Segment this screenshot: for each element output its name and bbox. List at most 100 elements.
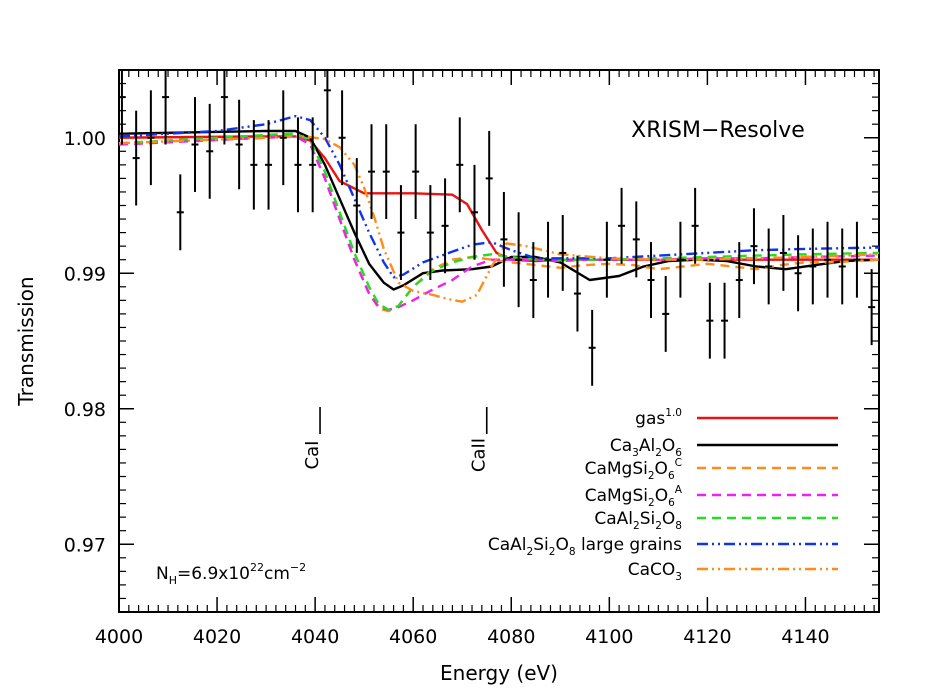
data-point [426,185,434,281]
data-point [721,282,729,359]
data-point [220,70,228,145]
data-point [265,120,273,210]
data-point [573,255,581,332]
data-point [676,221,684,298]
data-point [735,242,743,318]
data-point [441,178,449,274]
edge-marker-label: CaII [469,438,490,472]
data-point [691,187,699,264]
data-point [412,124,420,220]
data-point [647,242,655,318]
axis-ticks [118,69,879,613]
x-tick-label: 4000 [95,626,143,648]
series-line-3 [119,135,879,313]
data-point [397,185,405,281]
data-point [765,228,773,305]
legend-item: CaAl2​Si2​O8​ large grains [488,535,838,558]
series-line-2 [119,129,879,291]
x-tick-label: 4080 [487,626,535,648]
data-point [191,97,199,192]
data-point [294,117,302,213]
x-tick-label: 4100 [585,626,633,648]
series-line-5 [119,132,879,311]
legend-item: gas1.0​ [635,407,838,429]
y-tick-label: 0.99 [64,263,106,285]
data-point [824,221,832,298]
x-axis-label: Energy (eV) [440,661,558,685]
data-point [529,242,537,318]
legend-label: CaAl2​Si2​O8​ [594,509,682,532]
data-point [853,221,861,298]
data-point [147,90,155,186]
data-point [382,124,390,220]
data-point [544,221,552,298]
legend-label: CaAl2​Si2​O8​ large grains [488,535,682,558]
data-point [662,275,670,352]
x-tick-labels: 4000 4020 4040 4060 4080 4100 4120 4140 [95,626,830,648]
data-point [838,228,846,305]
legend-item: CaMgSi2​O6​C​ [585,457,838,482]
data-point [706,282,714,359]
data-point [119,70,126,145]
data-point [470,164,478,260]
y-tick-labels: 0.97 0.98 0.99 1.00 [64,128,106,557]
data-point [456,117,464,213]
series-line-7 [119,135,879,303]
legend: gas1.0​ Ca3​Al2​O6​CaMgSi2​O6​C​CaMgSi2​O… [488,407,838,583]
legend-item: CaMgSi2​O6​A​ [585,484,838,509]
legend-label: CaCO3​ [628,560,682,583]
legend-label: CaMgSi2​O6​A​ [585,484,683,509]
data-point [603,221,611,298]
data-point [779,214,787,291]
x-tick-label: 4120 [683,626,731,648]
legend-item: CaAl2​Si2​O8​ [594,509,838,532]
legend-label: CaMgSi2​O6​C​ [585,457,682,482]
column-density-label: NH​=6.9x1022​cm−2​ [156,561,306,587]
data-point [485,130,493,226]
y-axis-label: Transmission [14,276,38,406]
data-point [279,90,287,186]
legend-item: Ca3​Al2​O6​ [610,436,838,459]
data-point [368,124,376,220]
edge-marker-label: CaI [302,441,323,470]
x-tick-label: 4020 [193,626,241,648]
plot-frame [118,69,880,613]
data-point [559,214,567,291]
data-point [309,117,317,213]
legend-label: gas1.0​ [635,407,682,429]
x-tick-label: 4040 [291,626,339,648]
data-point [132,110,140,206]
data-point [176,174,184,251]
data-point [162,70,170,145]
x-tick-label: 4140 [781,626,829,648]
y-tick-label: 1.00 [64,128,106,150]
series-line-4 [119,135,879,311]
legend-item: CaCO3​ [628,560,838,583]
data-point [588,309,596,386]
data-point [794,235,802,312]
edge-markers: CaI CaII [302,407,490,472]
data-point [353,158,361,253]
data-points [119,70,876,386]
data-point [206,103,214,199]
data-point [500,191,508,287]
y-tick-label: 0.97 [64,534,106,556]
series-line-1 [119,135,879,263]
model-curves [119,114,879,313]
data-point [235,99,243,190]
annotation-title: XRISM−Resolve [631,118,805,143]
data-point [632,201,640,278]
x-tick-label: 4060 [389,626,437,648]
data-point [515,212,523,308]
data-point [809,228,817,305]
data-point [250,120,258,210]
data-point [868,269,876,346]
y-tick-label: 0.98 [64,399,106,421]
data-point [323,70,331,138]
data-point [618,187,626,264]
legend-label: Ca3​Al2​O6​ [610,436,682,459]
series-line-6 [119,114,879,279]
data-point [750,208,758,285]
data-point [338,90,346,186]
